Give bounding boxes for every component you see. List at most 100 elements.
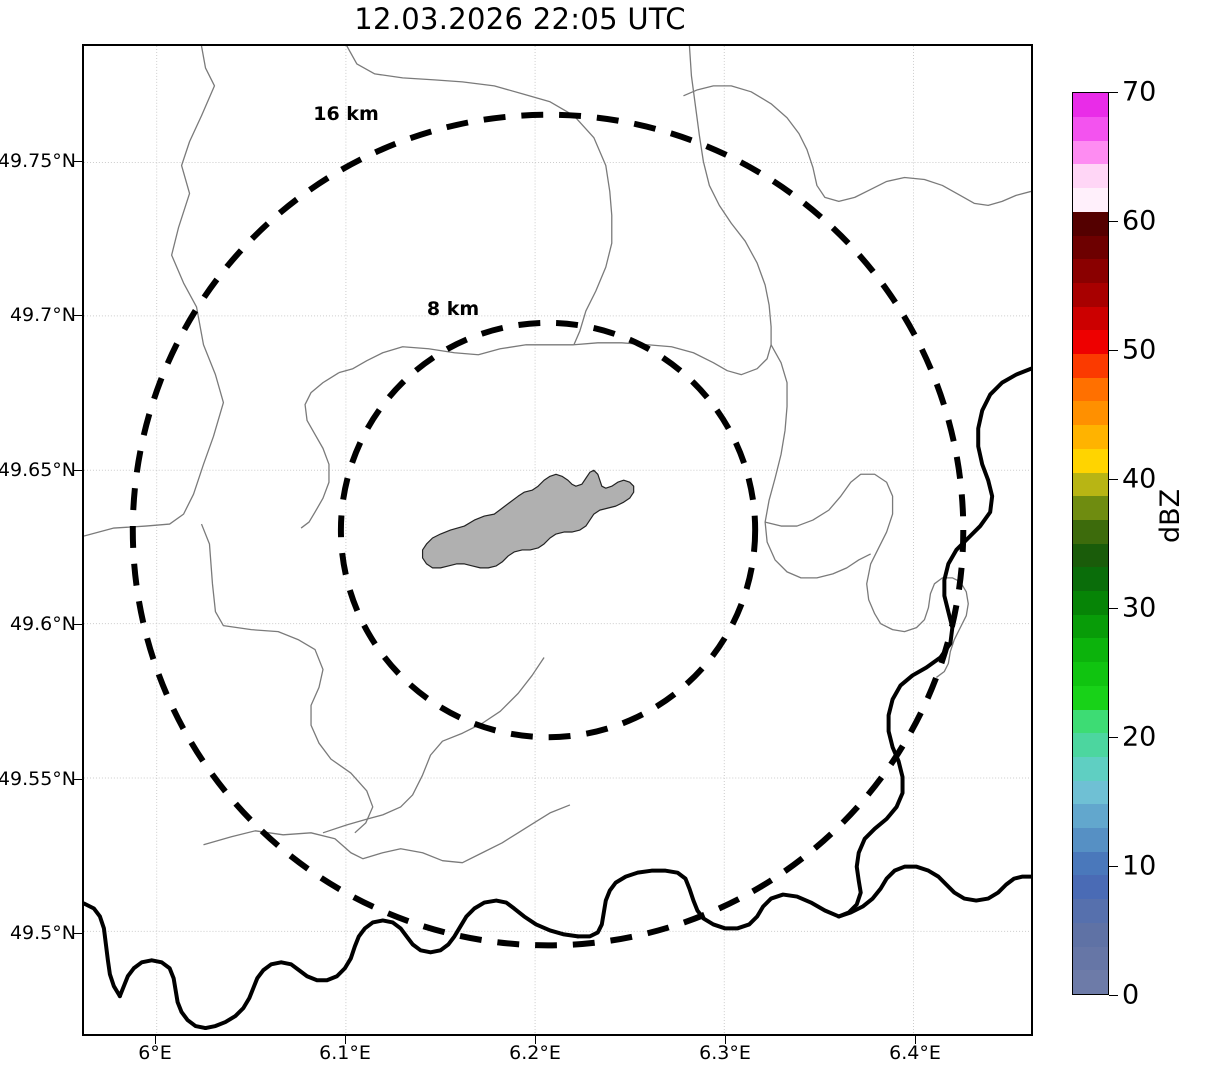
x-tick-label-6-2: 6.2°E bbox=[509, 1042, 561, 1064]
colorbar-band-31 bbox=[1073, 235, 1108, 260]
colorbar-band-4 bbox=[1073, 875, 1108, 900]
colorbar-tick-40 bbox=[1109, 479, 1118, 480]
y-tick-mark bbox=[74, 779, 82, 780]
x-tick-text: 6.3°E bbox=[699, 1042, 751, 1064]
colorbar-band-22 bbox=[1073, 448, 1108, 473]
y-tick-label-49-75: 49.75°N bbox=[0, 150, 76, 172]
colorbar-band-18 bbox=[1073, 543, 1108, 568]
x-tick-text: 6.2°E bbox=[509, 1042, 561, 1064]
colorbar-band-7 bbox=[1073, 804, 1108, 829]
colorbar-label-0: 0 bbox=[1122, 979, 1140, 1011]
x-tick-mark bbox=[535, 1036, 536, 1044]
y-tick-label-49-50: 49.5°N bbox=[0, 922, 76, 944]
y-tick-label-49-70: 49.7°N bbox=[0, 304, 76, 326]
colorbar-band-13 bbox=[1073, 662, 1108, 686]
range-ring-16km bbox=[129, 111, 967, 949]
administrative-boundaries bbox=[84, 46, 1031, 864]
colorbar-band-29 bbox=[1073, 282, 1108, 307]
colorbar-band-24 bbox=[1073, 401, 1108, 426]
y-tick-label-49-65: 49.65°N bbox=[0, 459, 76, 481]
y-tick-text: 49.6°N bbox=[9, 613, 76, 635]
range-ring-8km bbox=[337, 319, 759, 741]
y-tick-mark bbox=[74, 470, 82, 471]
y-tick-label-49-60: 49.6°N bbox=[0, 613, 76, 635]
colorbar-band-5 bbox=[1073, 851, 1108, 876]
colorbar-band-37 bbox=[1073, 93, 1108, 117]
colorbar-band-36 bbox=[1073, 116, 1108, 141]
colorbar-band-3 bbox=[1073, 899, 1108, 923]
x-tick-label-6-1: 6.1°E bbox=[319, 1042, 371, 1064]
x-tick-label-6-4: 6.4°E bbox=[889, 1042, 941, 1064]
colorbar-label-50: 50 bbox=[1122, 334, 1157, 366]
colorbar-band-8 bbox=[1073, 780, 1108, 805]
colorbar-band-16 bbox=[1073, 591, 1108, 615]
y-tick-label-49-55: 49.55°N bbox=[0, 768, 76, 790]
colorbar-band-21 bbox=[1073, 472, 1108, 497]
colorbar-band-30 bbox=[1073, 259, 1108, 283]
national-border bbox=[84, 366, 1031, 1031]
colorbar-tick-60 bbox=[1109, 221, 1118, 222]
x-tick-text: 6°E bbox=[138, 1042, 172, 1064]
colorbar-band-23 bbox=[1073, 425, 1108, 449]
graticule-gridlines bbox=[84, 46, 1031, 1034]
colorbar-title: dBZ bbox=[1155, 488, 1186, 543]
y-tick-mark bbox=[74, 161, 82, 162]
y-tick-text: 49.55°N bbox=[0, 768, 76, 790]
range-ring-label-16km: 16 km bbox=[313, 103, 379, 125]
colorbar-tick-10 bbox=[1109, 866, 1118, 867]
page-title: 12.03.2026 22:05 UTC bbox=[354, 2, 686, 36]
colorbar-label-70: 70 bbox=[1122, 76, 1157, 108]
colorbar-tick-70 bbox=[1109, 92, 1118, 93]
colorbar-band-0 bbox=[1073, 970, 1108, 994]
x-tick-mark bbox=[345, 1036, 346, 1044]
radar-map-canvas bbox=[84, 46, 1031, 1034]
colorbar-label-60: 60 bbox=[1122, 205, 1157, 237]
x-tick-mark bbox=[915, 1036, 916, 1044]
y-tick-text: 49.7°N bbox=[9, 304, 76, 326]
colorbar-band-10 bbox=[1073, 733, 1108, 757]
colorbar[interactable] bbox=[1072, 92, 1109, 995]
x-tick-label-6-0: 6°E bbox=[138, 1042, 172, 1064]
y-tick-mark bbox=[74, 624, 82, 625]
y-tick-mark bbox=[74, 933, 82, 934]
y-tick-mark bbox=[74, 315, 82, 316]
colorbar-band-35 bbox=[1073, 140, 1108, 165]
x-tick-text: 6.1°E bbox=[319, 1042, 371, 1064]
y-tick-text: 49.5°N bbox=[9, 922, 76, 944]
colorbar-tick-20 bbox=[1109, 737, 1118, 738]
colorbar-tick-0 bbox=[1109, 995, 1118, 996]
colorbar-label-20: 20 bbox=[1122, 721, 1157, 753]
colorbar-band-2 bbox=[1073, 922, 1108, 947]
colorbar-band-26 bbox=[1073, 354, 1108, 378]
range-ring-label-8km: 8 km bbox=[426, 298, 480, 320]
colorbar-band-33 bbox=[1073, 188, 1108, 212]
x-tick-label-6-3: 6.3°E bbox=[699, 1042, 751, 1064]
x-tick-text: 6.4°E bbox=[889, 1042, 941, 1064]
city-polygon bbox=[421, 469, 635, 569]
y-tick-text: 49.75°N bbox=[0, 150, 76, 172]
y-tick-text: 49.65°N bbox=[0, 459, 76, 481]
colorbar-band-32 bbox=[1073, 211, 1108, 236]
x-tick-mark bbox=[725, 1036, 726, 1044]
colorbar-label-10: 10 bbox=[1122, 850, 1157, 882]
colorbar-tick-50 bbox=[1109, 350, 1118, 351]
colorbar-band-20 bbox=[1073, 496, 1108, 520]
colorbar-band-12 bbox=[1073, 685, 1108, 710]
colorbar-band-28 bbox=[1073, 306, 1108, 331]
colorbar-band-15 bbox=[1073, 614, 1108, 639]
colorbar-band-25 bbox=[1073, 377, 1108, 402]
radar-map-plot[interactable]: 16 km 8 km bbox=[82, 44, 1033, 1036]
colorbar-band-34 bbox=[1073, 164, 1108, 189]
colorbar-label-30: 30 bbox=[1122, 592, 1157, 624]
colorbar-label-40: 40 bbox=[1122, 463, 1157, 495]
colorbar-band-1 bbox=[1073, 946, 1108, 971]
colorbar-band-9 bbox=[1073, 756, 1108, 781]
x-tick-mark bbox=[155, 1036, 156, 1044]
colorbar-band-14 bbox=[1073, 638, 1108, 663]
colorbar-band-17 bbox=[1073, 567, 1108, 592]
colorbar-band-19 bbox=[1073, 519, 1108, 544]
colorbar-band-11 bbox=[1073, 709, 1108, 734]
colorbar-tick-30 bbox=[1109, 608, 1118, 609]
colorbar-band-6 bbox=[1073, 828, 1108, 852]
colorbar-band-27 bbox=[1073, 330, 1108, 355]
